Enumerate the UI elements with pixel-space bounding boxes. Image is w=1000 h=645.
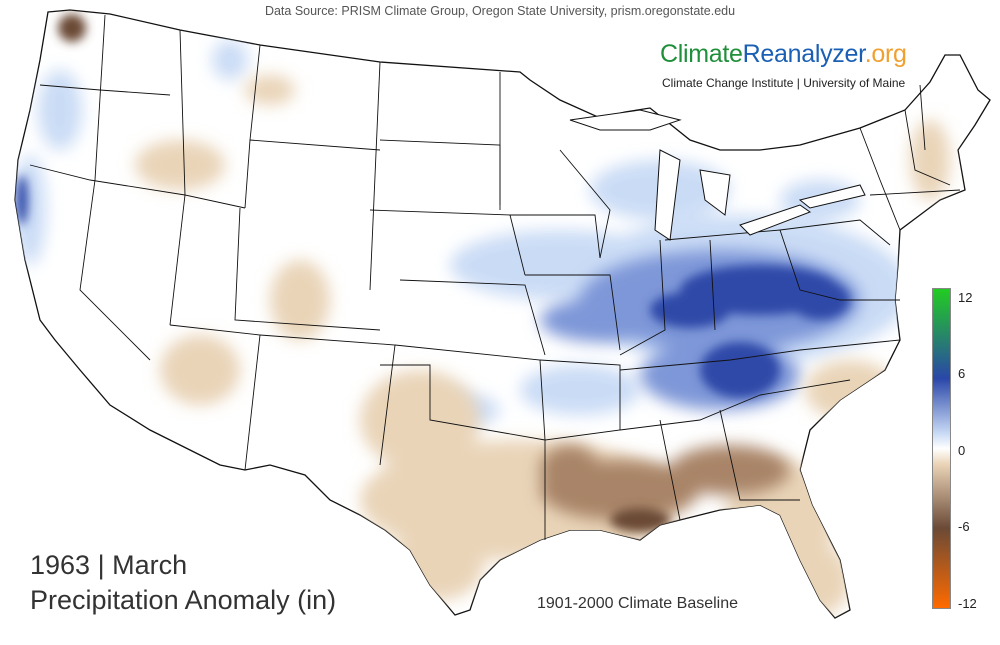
legend-colorbar	[932, 288, 951, 609]
legend-tick-neg12: -12	[958, 596, 977, 611]
brand-logo-org: .org	[864, 40, 907, 68]
legend-tick-0: 0	[958, 443, 966, 458]
anomaly-dry-dark	[58, 14, 670, 532]
brand-subtitle: Climate Change Institute | University of…	[662, 76, 906, 90]
data-source-label: Data Source: PRISM Climate Group, Oregon…	[264, 4, 736, 18]
metric-label: Precipitation Anomaly (in)	[30, 585, 337, 615]
legend-tick-neg6: -6	[958, 519, 970, 534]
legend-tick-12: 12	[958, 290, 973, 305]
brand-logo: ClimateReanalyzer.org	[660, 40, 907, 69]
brand-logo-climate: Climate	[660, 40, 743, 68]
great-lakes	[569, 109, 866, 241]
anomaly-dry-medium	[540, 445, 790, 520]
brand-logo-reanalyzer: Reanalyzer	[742, 40, 865, 68]
year-month-label: 1963 | March	[30, 550, 188, 580]
state-borders	[29, 14, 961, 540]
baseline-label: 1901-2000 Climate Baseline	[537, 595, 739, 612]
legend-tick-6: 6	[958, 366, 966, 381]
